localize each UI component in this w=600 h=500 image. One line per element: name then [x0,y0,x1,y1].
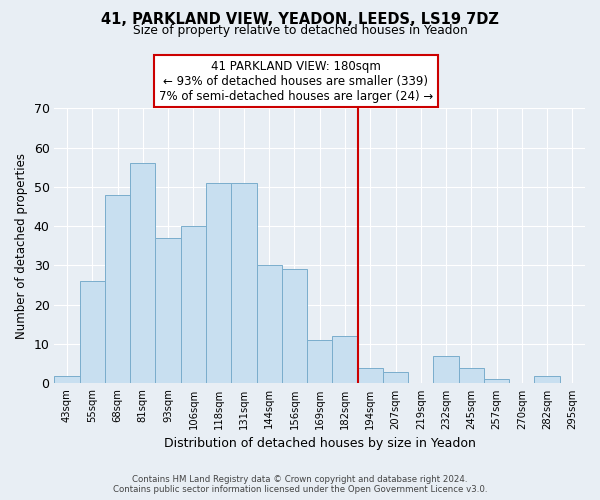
X-axis label: Distribution of detached houses by size in Yeadon: Distribution of detached houses by size … [164,437,476,450]
Bar [206,183,231,384]
Text: Contains HM Land Registry data © Crown copyright and database right 2024.
Contai: Contains HM Land Registry data © Crown c… [113,474,487,494]
Bar [307,340,332,384]
Bar [484,380,509,384]
Bar [155,238,181,384]
Bar [332,336,358,384]
Bar [130,163,155,384]
Text: Size of property relative to detached houses in Yeadon: Size of property relative to detached ho… [133,24,467,37]
Bar [535,376,560,384]
Bar [105,194,130,384]
Y-axis label: Number of detached properties: Number of detached properties [15,153,28,339]
Bar [433,356,458,384]
Bar [383,372,408,384]
Bar [282,270,307,384]
Bar [80,281,105,384]
Text: 41, PARKLAND VIEW, YEADON, LEEDS, LS19 7DZ: 41, PARKLAND VIEW, YEADON, LEEDS, LS19 7… [101,12,499,28]
Bar [231,183,257,384]
Bar [55,376,80,384]
Text: 41 PARKLAND VIEW: 180sqm
← 93% of detached houses are smaller (339)
7% of semi-d: 41 PARKLAND VIEW: 180sqm ← 93% of detach… [159,60,433,102]
Bar [458,368,484,384]
Bar [257,266,282,384]
Bar [358,368,383,384]
Bar [181,226,206,384]
